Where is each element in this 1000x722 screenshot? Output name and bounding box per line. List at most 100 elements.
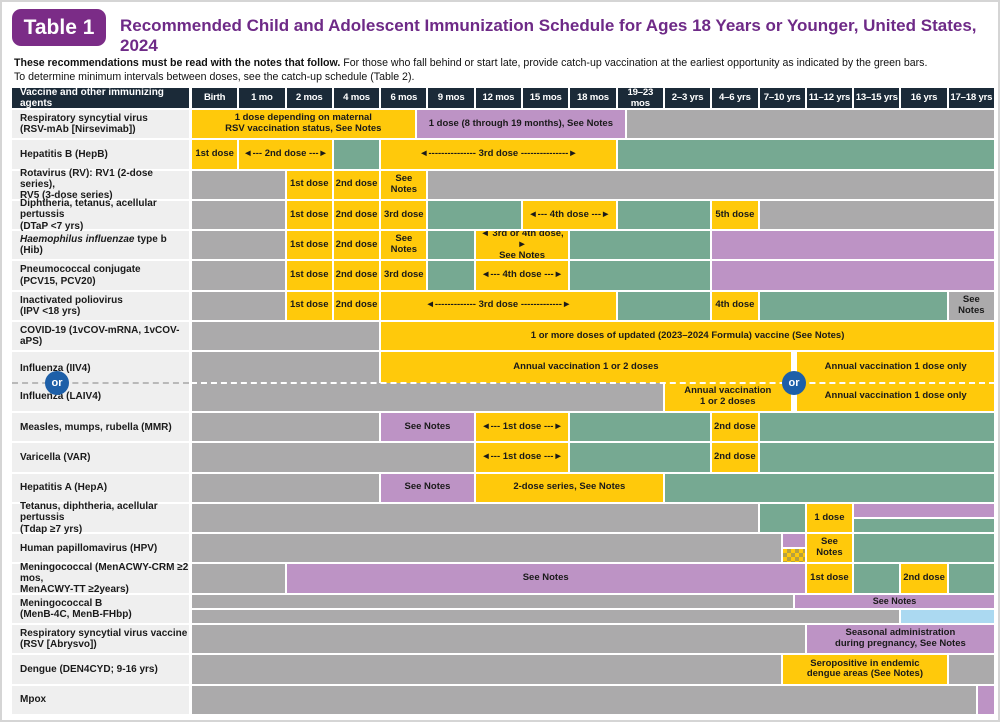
vaccine-row: Measles, mumps, rubella (MMR) See Notes ◄-…: [12, 412, 995, 442]
header-age-17-18-yrs: 17–18 yrs: [948, 88, 994, 108]
schedule-cell: [192, 261, 285, 290]
schedule-cell: [759, 412, 994, 442]
row-label: Mpox: [12, 685, 189, 714]
row-label: Pneumococcal conjugate (PCV15, PCV20): [12, 261, 189, 290]
schedule-cell: Annual vaccination 1 dose only: [797, 352, 994, 383]
row-label: Meningococcal B (MenB-4C, MenB-FHbp): [12, 594, 189, 624]
schedule-cell: [617, 200, 711, 230]
schedule-cell: [192, 473, 380, 502]
schedule-cell: [192, 655, 782, 684]
row-bars: 1st dose 2nd dose See Notes: [191, 170, 995, 199]
schedule-cell: ◄--- 1st dose ---►: [475, 412, 569, 442]
table-header-row: Vaccine and other immunizing agents Birt…: [12, 87, 995, 109]
schedule-cell: [192, 231, 285, 260]
schedule-cell: See Notes: [381, 412, 474, 442]
row-bars: See Notes 1st dose 2nd dose: [191, 564, 995, 593]
schedule-cell: [664, 473, 994, 502]
vaccine-row: Dengue (DEN4CYD; 9-16 yrs) Seropositive i…: [12, 655, 995, 684]
table-body: Respiratory syncytial virus (RSV-mAb [Ni…: [12, 110, 995, 714]
header-age-13-15-yrs: 13–15 yrs: [854, 88, 900, 108]
schedule-cell: Annual vaccination 1 or 2 doses: [664, 382, 791, 411]
schedule-cell: Seasonal administration during pregnancy…: [806, 625, 994, 654]
header-age-19-23-mos: 19–23 mos: [617, 88, 663, 108]
schedule-cell: 3rd dose: [381, 261, 427, 290]
schedule-cell: 1st dose: [192, 140, 238, 169]
schedule-cell: [948, 564, 994, 593]
row-label: Influenza (LAIV4): [12, 382, 189, 411]
schedule-cell: 2nd dose: [712, 412, 758, 442]
row-label: Rotavirus (RV): RV1 (2-dose series), RV5…: [12, 168, 189, 201]
header-age-12-mos: 12 mos: [475, 88, 522, 108]
schedule-cell: [333, 140, 380, 169]
row-label: Diphtheria, tetanus, acellular pertussis…: [12, 198, 189, 232]
row-bars: Annual vaccination 1 or 2 doses Annual va…: [191, 382, 995, 411]
schedule-cell: [428, 231, 474, 260]
row-label: Inactivated poliovirus (IPV <18 yrs): [12, 291, 189, 321]
schedule-cell: [759, 200, 994, 230]
row-bars: 1 or more doses of updated (2023–2024 Fo…: [191, 322, 995, 351]
header-age-columns: Birth 1 mo 2 mos 4 mos 6 mos 9 mos 12 mos 15 mo…: [191, 88, 995, 108]
header-age-16-yrs: 16 yrs: [901, 88, 947, 108]
schedule-cell: [783, 549, 805, 563]
row-bars: Annual vaccination 1 or 2 doses Annual va…: [191, 352, 995, 383]
header-age-11-12-yrs: 11–12 yrs: [806, 88, 853, 108]
schedule-cell: [192, 412, 380, 442]
schedule-cell: 1 or more doses of updated (2023–2024 Fo…: [381, 322, 994, 351]
schedule-cell: [978, 685, 994, 714]
vaccine-row: Influenza (LAIV4) Annual vaccination 1 or…: [12, 382, 995, 411]
vaccine-row: Human papillomavirus (HPV) See Notes: [12, 534, 995, 563]
vaccine-row: Mpox: [12, 685, 995, 714]
vaccine-row: COVID-19 (1vCOV-mRNA, 1vCOV-aPS) 1 or mor…: [12, 322, 995, 351]
schedule-cell: 1st dose: [286, 261, 332, 290]
row-label: COVID-19 (1vCOV-mRNA, 1vCOV-aPS): [12, 322, 189, 351]
row-bars: 1st dose 2nd dose 3rd dose ◄--- 4th dose --…: [191, 261, 995, 290]
schedule-cell: [617, 140, 994, 169]
row-bars: 1 dose depending on maternal RSV vaccina…: [191, 110, 995, 139]
header-age-birth: Birth: [192, 88, 238, 108]
row-label: Varicella (VAR): [12, 443, 189, 472]
schedule-cell: See Notes: [381, 473, 474, 502]
schedule-cell: See Notes: [948, 291, 994, 321]
vaccine-row: Meningococcal B (MenB-4C, MenB-FHbp) See …: [12, 594, 995, 624]
schedule-cell: 2nd dose: [333, 200, 380, 230]
schedule-cell: [854, 519, 994, 533]
page-title: Recommended Child and Adolescent Immuniz…: [120, 16, 977, 55]
schedule-cell: 1st dose: [286, 170, 332, 199]
intro-line-1: These recommendations must be read with …: [14, 57, 989, 71]
header-age-15-mos: 15 mos: [523, 88, 569, 108]
row-bars: See Notes: [191, 534, 995, 563]
row-label: Haemophilus influenzae type b (Hib): [12, 231, 189, 260]
intro-rest: For those who fall behind or start late,…: [340, 57, 928, 69]
schedule-cell: ◄--- 4th dose ---►: [475, 261, 569, 290]
header-age-2-3-yrs: 2–3 yrs: [664, 88, 711, 108]
schedule-cell: 2nd dose: [333, 170, 380, 199]
schedule-cell: ◄--- 2nd dose ---►: [239, 140, 332, 169]
vaccine-row: Pneumococcal conjugate (PCV15, PCV20) 1st…: [12, 261, 995, 290]
schedule-cell: [901, 609, 994, 624]
row-label: Respiratory syncytial virus vaccine (RSV…: [12, 625, 189, 654]
header-age-18-mos: 18 mos: [570, 88, 616, 108]
schedule-cell: [570, 412, 711, 442]
row-label: Tetanus, diphtheria, acellular pertussis…: [12, 501, 189, 535]
row-label: Measles, mumps, rubella (MMR): [12, 412, 189, 442]
header-vaccine-column: Vaccine and other immunizing agents: [12, 87, 189, 109]
schedule-cell: [192, 443, 474, 472]
row-bars: [191, 685, 995, 714]
schedule-cell: [617, 291, 711, 321]
vaccine-row: Respiratory syncytial virus (RSV-mAb [Ni…: [12, 110, 995, 139]
schedule-cell: 1st dose: [286, 291, 332, 321]
vaccine-row: Tetanus, diphtheria, acellular pertussis…: [12, 501, 995, 535]
schedule-cell: 2nd dose: [712, 443, 758, 472]
schedule-cell: See Notes: [795, 594, 994, 608]
row-label: Human papillomavirus (HPV): [12, 534, 189, 563]
schedule-cell: 2nd dose: [333, 261, 380, 290]
schedule-cell: [570, 261, 711, 290]
schedule-cell: [192, 609, 900, 624]
schedule-cell: [428, 200, 522, 230]
row-label: Influenza (IIV4): [12, 352, 189, 385]
schedule-cell: [570, 231, 711, 260]
schedule-cell: See Notes: [381, 170, 427, 199]
schedule-cell: [192, 564, 285, 593]
row-label: Hepatitis A (HepA): [12, 473, 189, 502]
schedule-cell: See Notes: [806, 534, 853, 563]
